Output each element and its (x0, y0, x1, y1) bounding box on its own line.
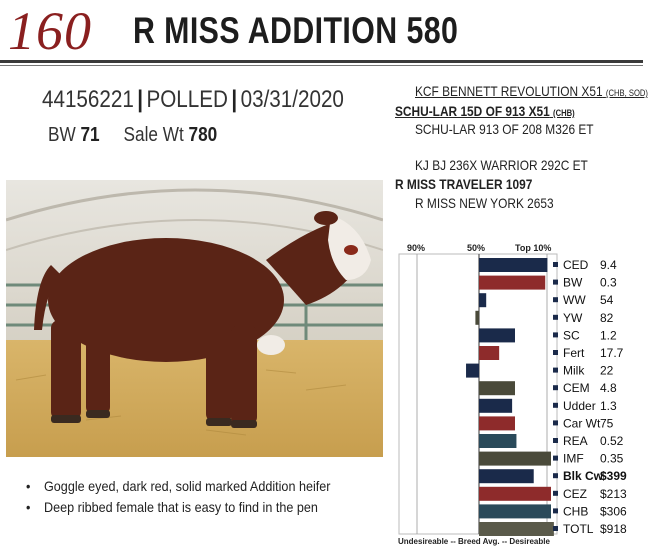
row-marker (553, 438, 558, 443)
epd-bar-udder (479, 398, 513, 413)
bw-label: BW (48, 124, 76, 146)
pedigree-dam-dam: R MISS NEW YORK 2653 (415, 195, 554, 211)
epd-bar-sc (479, 328, 515, 343)
epd-svg: CED 9.4 BW 0.3 WW 54 YW 82 SC 1.2 Fert 17.7 Milk 22 CE… (398, 253, 627, 536)
trait-label: REA (563, 434, 588, 448)
trait-label: SC (563, 328, 580, 342)
trait-label: IMF (563, 452, 584, 466)
sale-wt-label: Sale Wt (123, 124, 184, 146)
epd-bar-ww (479, 293, 487, 308)
row-marker (553, 455, 558, 461)
trait-value: $213 (600, 487, 627, 501)
row-marker (553, 332, 558, 338)
epd-bar-rea (479, 434, 517, 448)
trait-label: Car Wt (563, 416, 601, 430)
trait-value: 17.7 (600, 346, 624, 360)
birth-date: 03/31/2020 (240, 86, 344, 113)
trait-label: Udder (563, 399, 596, 413)
pedigree-sire: SCHU-LAR 15D OF 913 X51 (CHB) (395, 103, 575, 119)
trait-value: 4.8 (600, 381, 617, 395)
trait-label: CEZ (563, 487, 587, 501)
row-marker (553, 402, 558, 408)
trait-value: 1.3 (600, 399, 617, 413)
epd-bar-cez (479, 486, 551, 501)
polled-label: POLLED (146, 86, 228, 113)
heifer-photo (6, 180, 383, 457)
axis-label-90: 90% (407, 243, 426, 253)
trait-label: YW (563, 311, 583, 325)
row-marker (553, 526, 558, 531)
pedigree-sire-sire: KCF BENNETT REVOLUTION X51 (CHB, SOD) (415, 83, 648, 99)
trait-label: Fert (563, 346, 585, 360)
trait-label: BW (563, 276, 583, 290)
row-marker (553, 262, 558, 267)
row-marker (553, 350, 558, 355)
trait-value: 0.3 (600, 276, 617, 290)
trait-label: WW (563, 293, 586, 307)
weights-line: BW 71 Sale Wt 780 (48, 124, 217, 147)
trait-value: 54 (600, 293, 614, 307)
epd-bar-yw (475, 310, 479, 325)
sale-wt-value: 780 (188, 124, 218, 146)
pedigree-dam-sire: KJ BJ 236X WARRIOR 292C ET (415, 157, 588, 173)
trait-value: 82 (600, 311, 614, 325)
trait-value: 1.2 (600, 328, 617, 342)
row-marker (553, 490, 558, 496)
trait-value: $918 (600, 522, 627, 536)
trait-value: 22 (600, 364, 614, 378)
trait-label: CED (563, 258, 589, 272)
bullet-item: Deep ribbed female that is easy to find … (26, 499, 330, 515)
row-marker (553, 314, 558, 320)
trait-value: 0.52 (600, 434, 624, 448)
trait-value: 75 (600, 416, 614, 430)
epd-bar-bw (479, 275, 546, 290)
trait-label: TOTL (563, 522, 594, 536)
row-marker (553, 420, 558, 426)
registration-line: 44156221 | POLLED | 03/31/2020 (42, 86, 344, 114)
epd-chart: 90% 50% Top 10% CED 9.4 BW 0.3 WW 54 YW 82 SC 1.2… (395, 240, 645, 550)
axis-label-50: 50% (467, 243, 486, 253)
bw-value: 71 (80, 124, 100, 146)
epd-bar-cem (479, 381, 515, 396)
chart-frame (398, 253, 558, 535)
trait-value: $399 (600, 469, 627, 483)
trait-label: CEM (563, 381, 590, 395)
header-rule (0, 60, 643, 63)
row-marker (553, 508, 558, 514)
pedigree-sire-dam: SCHU-LAR 913 OF 208 M326 ET (415, 121, 594, 137)
epd-bar-chb (479, 504, 551, 519)
trait-value: 0.35 (600, 452, 624, 466)
description-list: Goggle eyed, dark red, solid marked Addi… (26, 478, 364, 520)
epd-bar-car-wt (479, 416, 515, 431)
separator: | (231, 86, 238, 113)
epd-bar-imf (479, 451, 551, 466)
animal-name: R MISS ADDITION 580 (133, 10, 459, 51)
bullet-item: Goggle eyed, dark red, solid marked Addi… (26, 478, 330, 494)
trait-label: CHB (563, 504, 588, 518)
row-marker (553, 279, 558, 285)
row-marker (553, 385, 558, 391)
trait-label: Milk (563, 364, 585, 378)
axis-label-top10: Top 10% (515, 243, 552, 253)
epd-bar-blk-cw (479, 469, 534, 484)
trait-value: 9.4 (600, 258, 617, 272)
header-rule-thin (0, 65, 643, 66)
lot-number: 160 (8, 1, 92, 61)
row-marker (553, 473, 558, 479)
registration-number: 44156221 (42, 86, 134, 113)
row-marker (553, 297, 558, 303)
chart-footer: Undesireable -- Breed Avg. -- Desireable (398, 537, 550, 546)
row-marker (553, 367, 558, 373)
trait-value: $306 (600, 504, 627, 518)
epd-bar-ced (479, 258, 548, 272)
epd-bar-fert (479, 346, 500, 360)
trait-label: Blk Cw (563, 469, 604, 483)
epd-bar-totl (479, 522, 554, 536)
epd-bar-milk (466, 363, 479, 378)
separator: | (137, 86, 144, 113)
pedigree-dam: R MISS TRAVELER 1097 (395, 176, 533, 192)
